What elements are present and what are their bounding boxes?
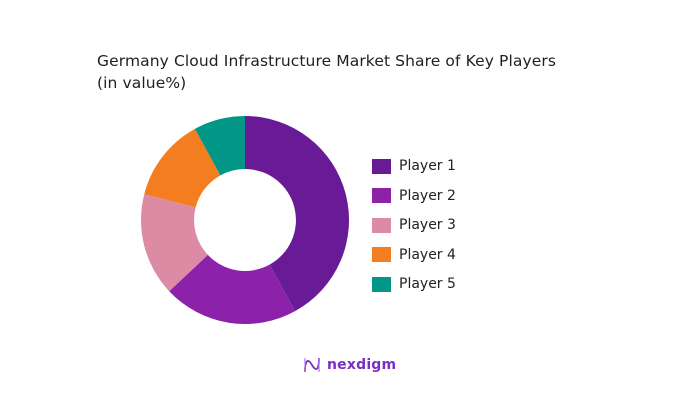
legend-swatch	[372, 188, 391, 203]
legend-item-player-4: Player 4	[372, 247, 456, 263]
legend-swatch	[372, 217, 391, 233]
legend-swatch	[372, 158, 391, 174]
legend-label: Player 5	[399, 276, 456, 292]
chart-title-line1: Germany Cloud Infrastructure Market Shar…	[97, 52, 557, 70]
logo-text: nexdigm	[327, 357, 397, 373]
donut-slice-player-3	[141, 194, 208, 292]
donut-slice-player-4	[144, 128, 221, 208]
wave-n-icon	[304, 357, 320, 373]
donut-slice-player-5	[194, 116, 245, 176]
brand-logo: nexdigm	[303, 356, 396, 374]
donut-chart	[141, 116, 349, 324]
legend-swatch	[372, 276, 391, 292]
legend-item-player-3: Player 3	[372, 217, 456, 233]
chart-title: Germany Cloud Infrastructure Market Shar…	[97, 50, 556, 94]
legend-label: Player 3	[399, 217, 456, 233]
legend-swatch	[372, 247, 391, 262]
legend-label: Player 2	[399, 187, 456, 204]
legend-item-player-2: Player 2	[372, 188, 456, 204]
donut-slice-player-2	[169, 254, 296, 324]
chart-title-line2: (in value%)	[97, 74, 187, 92]
donut-slice-player-1	[245, 116, 349, 312]
legend-item-player-5: Player 5	[372, 276, 456, 292]
legend-label: Player 4	[399, 246, 456, 263]
chart-legend: Player 1 Player 2 Player 3 Player 4 Player 5	[372, 158, 456, 306]
legend-label: Player 1	[399, 158, 456, 174]
legend-item-player-1: Player 1	[372, 158, 456, 174]
